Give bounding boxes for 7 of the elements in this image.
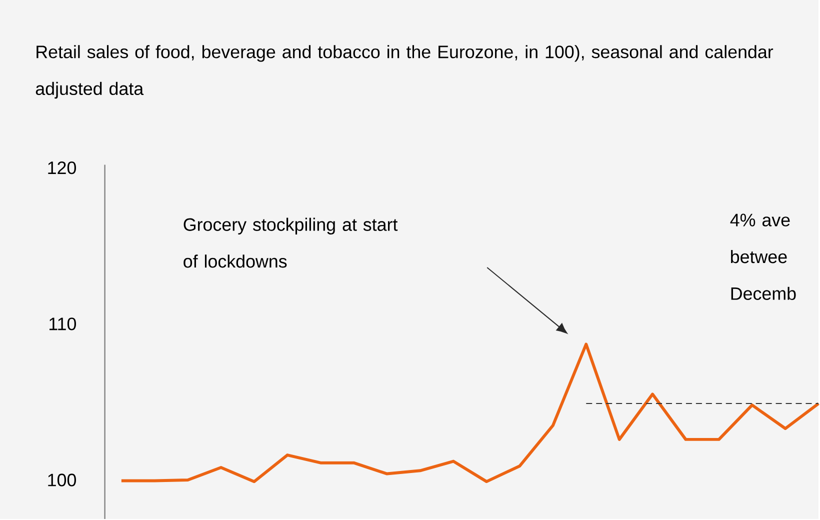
annotation: Grocery stockpiling at start of lockdowns [184, 218, 398, 268]
chart-subtitle: Retail sales of food, beverage and tobacco in the Eurozone, in 100), seasonal and calendar adjusted data [36, 45, 774, 99]
line-series [120, 342, 820, 484]
y-tick-label: 120 [48, 162, 76, 174]
y-tick-label: 110 [50, 318, 76, 330]
text: 4% ave betwee Decemb [730, 214, 796, 300]
y-tick-label: 100 [48, 474, 76, 487]
